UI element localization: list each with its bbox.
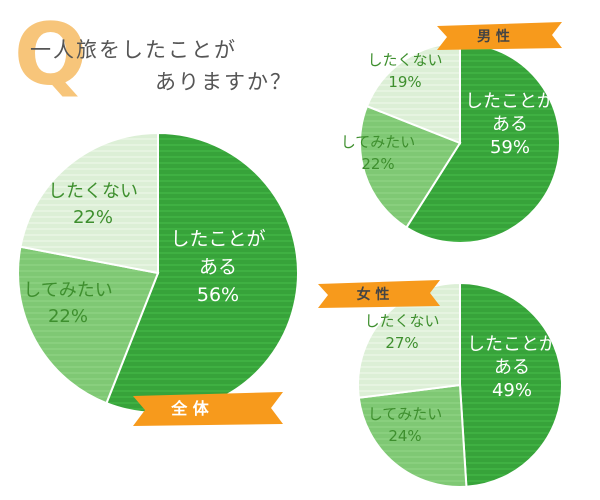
chart-title: 男 性 xyxy=(477,28,510,45)
pie-male-slice-want xyxy=(359,104,462,229)
chart-title-banner: 女 性 xyxy=(318,280,440,308)
pie-chart-male: したことがある 59% してみたい 22% したくない 19% 男 性 xyxy=(341,22,562,244)
pie-all-slice-no xyxy=(19,131,159,275)
slice-label-yes: したことがある 49% xyxy=(467,334,557,401)
slice-label-want: してみたい 22% xyxy=(341,133,416,173)
slice-label-yes: したことがある 56% xyxy=(170,228,265,306)
pie-female-slice-yes xyxy=(459,281,563,488)
pie-male-slice-yes xyxy=(405,41,561,244)
pie-chart-female: したことがある 49% してみたい 24% したくない 27% 女 性 xyxy=(318,280,563,488)
question-mark-q: Q xyxy=(14,5,88,105)
slice-label-want: してみたい 24% xyxy=(368,405,443,445)
chart-title-banner: 男 性 xyxy=(437,22,562,50)
slice-label-no: したくない 19% xyxy=(367,51,442,91)
pie-all-slice-want xyxy=(17,245,160,405)
slice-label-no: したくない 22% xyxy=(48,181,138,228)
question-line-2: ありますか？ xyxy=(155,70,293,94)
slice-label-no: したくない 27% xyxy=(364,312,439,352)
chart-title: 全 体 xyxy=(170,399,210,418)
question-line-1: 一人旅をしたことが xyxy=(30,38,237,62)
slice-label-want: してみたい 22% xyxy=(23,280,112,327)
pie-chart-overall: したことがある 56% してみたい 22% したくない 22% 全 体 xyxy=(17,131,299,426)
chart-title: 女 性 xyxy=(357,286,390,303)
pie-female-slice-no xyxy=(357,281,461,399)
slice-label-yes: したことがある 59% xyxy=(465,91,555,158)
pie-female-slice-want xyxy=(357,383,468,488)
chart-title-banner: 全 体 xyxy=(133,392,283,426)
